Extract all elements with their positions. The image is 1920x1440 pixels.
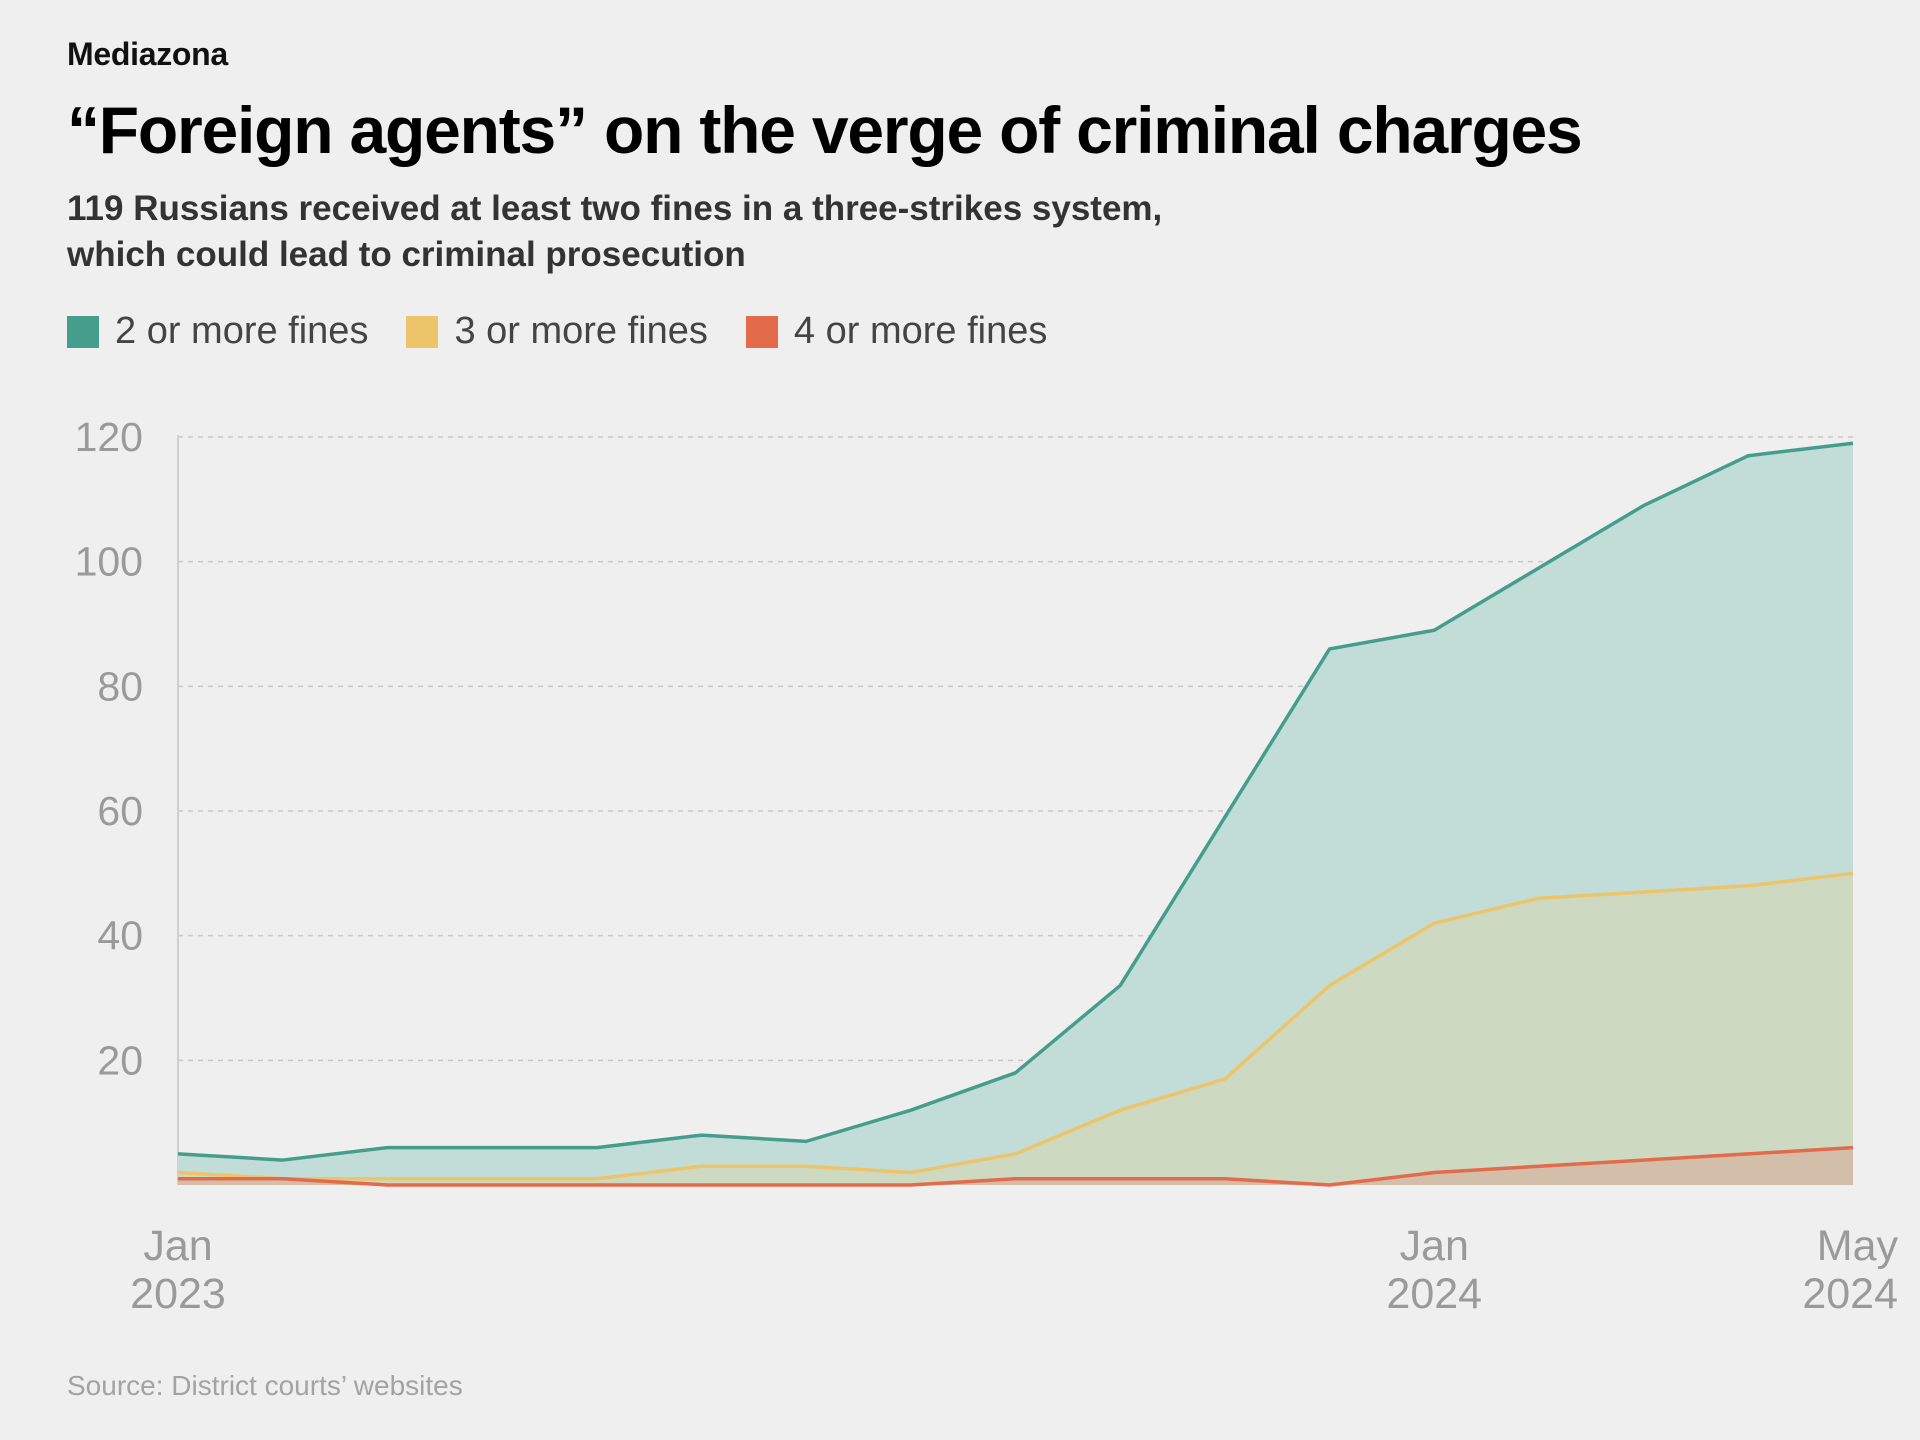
legend-item-2-fines: 2 or more fines <box>67 310 368 353</box>
point-2-fines-2024-01 <box>1432 628 1436 632</box>
x-tick-year-may-2024: 2024 <box>1802 1270 1898 1318</box>
point-2-fines-2023-10 <box>1118 984 1122 988</box>
point-2-fines-2023-07 <box>804 1139 808 1143</box>
point-3-fines-2024-02 <box>1537 896 1541 900</box>
line-2-fines <box>177 441 1854 1162</box>
line-4-fines <box>178 1145 1854 1187</box>
point-4-fines-2023-03 <box>385 1183 389 1187</box>
y-tick-label-80: 80 <box>97 663 143 709</box>
line-3-fines <box>177 871 1854 1181</box>
point-3-fines-2023-11 <box>1223 1077 1227 1081</box>
x-tick-label-may-2024: May <box>1817 1222 1899 1270</box>
point-4-fines-2023-04 <box>490 1183 494 1187</box>
x-tick-year-jan-2023: 2023 <box>130 1270 226 1318</box>
y-tick-label-100: 100 <box>75 539 143 585</box>
y-tick-label-20: 20 <box>97 1037 143 1083</box>
point-4-fines-2023-08 <box>909 1183 913 1187</box>
point-2-fines-2023-02 <box>281 1158 285 1162</box>
point-4-fines-2023-12 <box>1328 1183 1332 1187</box>
point-4-fines-2024-04 <box>1746 1152 1750 1156</box>
point-4-fines-2023-06 <box>699 1183 703 1187</box>
subtitle-line-2: which could lead to criminal prosecution <box>67 235 746 274</box>
point-4-fines-2024-01 <box>1432 1171 1436 1175</box>
legend-item-3-fines: 3 or more fines <box>406 310 708 353</box>
point-2-fines-2024-02 <box>1537 566 1541 570</box>
legend-label-3-fines: 3 or more fines <box>454 310 708 352</box>
point-3-fines-2024-03 <box>1642 890 1646 894</box>
point-3-fines-2023-10 <box>1118 1108 1122 1112</box>
point-4-fines-2023-11 <box>1223 1177 1227 1181</box>
point-3-fines-2023-09 <box>1014 1152 1018 1156</box>
point-4-fines-2023-02 <box>281 1177 285 1181</box>
area-4-fines <box>178 1147 1853 1185</box>
y-tick-label-120: 120 <box>75 414 143 460</box>
point-2-fines-2023-04 <box>490 1146 494 1150</box>
y-tick-label-40: 40 <box>97 913 143 959</box>
point-3-fines-2023-03 <box>385 1177 389 1181</box>
point-2-fines-2024-05 <box>1851 441 1855 445</box>
chart-subtitle: 119 Russians received at least two fines… <box>67 186 1467 278</box>
legend-label-2-fines: 2 or more fines <box>115 310 369 352</box>
point-3-fines-2024-04 <box>1746 884 1750 888</box>
source-note: Source: District courts’ websites <box>67 1370 463 1401</box>
y-tick-label-60: 60 <box>97 788 143 834</box>
point-3-fines-2023-08 <box>909 1171 913 1175</box>
point-2-fines-2023-12 <box>1328 647 1332 651</box>
point-4-fines-2023-09 <box>1014 1177 1018 1181</box>
point-3-fines-2023-01 <box>176 1171 180 1175</box>
point-3-fines-2023-07 <box>804 1164 808 1168</box>
point-3-fines-2023-06 <box>699 1164 703 1168</box>
point-4-fines-2023-07 <box>804 1183 808 1187</box>
point-4-fines-2023-01 <box>176 1177 180 1181</box>
point-2-fines-2024-04 <box>1746 454 1750 458</box>
point-3-fines-2024-01 <box>1432 921 1436 925</box>
point-4-fines-2024-02 <box>1537 1164 1541 1168</box>
area-3-fines <box>178 873 1853 1185</box>
x-tick-year-jan-2024: 2024 <box>1386 1270 1482 1318</box>
point-2-fines-2023-05 <box>595 1146 599 1150</box>
legend-item-4-fines: 4 or more fines <box>745 310 1048 353</box>
point-2-fines-2023-01 <box>176 1152 180 1156</box>
point-4-fines-2024-05 <box>1851 1146 1855 1150</box>
brand-name: Mediazona <box>67 36 228 72</box>
point-3-fines-2024-05 <box>1851 871 1855 875</box>
chart-legend: 2 or more fines 3 or more fines 4 or mor… <box>67 310 1047 353</box>
legend-swatch-4-fines <box>745 315 778 348</box>
point-4-fines-2023-10 <box>1118 1177 1122 1181</box>
x-tick-label-jan-2023: Jan <box>143 1222 212 1270</box>
legend-label-4-fines: 4 or more fines <box>793 310 1048 352</box>
point-2-fines-2023-03 <box>385 1146 389 1150</box>
point-2-fines-2023-08 <box>909 1108 913 1112</box>
point-3-fines-2023-12 <box>1328 984 1332 988</box>
point-4-fines-2024-03 <box>1642 1158 1646 1162</box>
point-2-fines-2024-03 <box>1642 504 1646 508</box>
point-3-fines-2023-04 <box>490 1177 494 1181</box>
point-2-fines-2023-09 <box>1014 1071 1018 1075</box>
x-tick-label-jan-2024: Jan <box>1400 1222 1469 1270</box>
point-3-fines-2023-05 <box>595 1177 599 1181</box>
legend-swatch-2-fines <box>67 315 99 348</box>
legend-swatch-3-fines <box>406 315 439 348</box>
subtitle-line-1: 119 Russians received at least two fines… <box>67 189 1163 228</box>
point-4-fines-2023-05 <box>595 1183 599 1187</box>
point-2-fines-2023-06 <box>699 1133 703 1137</box>
point-2-fines-2023-11 <box>1223 815 1227 819</box>
chart-title: “Foreign agents” on the verge of crimina… <box>67 93 1583 167</box>
